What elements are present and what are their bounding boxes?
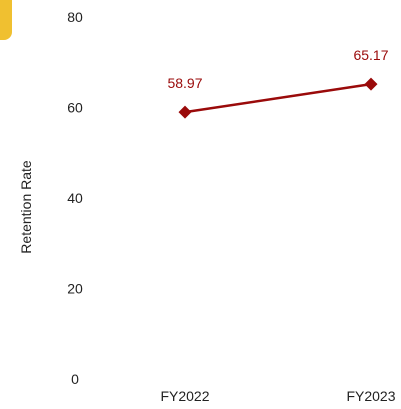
y-axis-ticks: 0 20 40 60 80 (67, 9, 83, 387)
y-tick-label: 40 (67, 190, 83, 206)
series-layer: 58.97 65.17 (167, 47, 389, 119)
y-tick-label: 20 (67, 281, 83, 297)
x-tick-label: FY2023 (346, 388, 395, 404)
data-point-marker[interactable] (178, 105, 192, 119)
series-line (184, 82, 372, 114)
side-tab-accent[interactable] (0, 0, 12, 40)
x-tick-label: FY2022 (160, 388, 209, 404)
y-axis-title: Retention Rate (18, 160, 34, 254)
y-tick-label: 80 (67, 9, 83, 25)
data-label: 58.97 (167, 75, 202, 91)
y-tick-label: 60 (67, 100, 83, 116)
y-tick-label: 0 (71, 371, 79, 387)
data-label: 65.17 (353, 47, 388, 63)
x-axis-ticks: FY2022 FY2023 (160, 388, 395, 404)
data-point-marker[interactable] (364, 77, 378, 91)
